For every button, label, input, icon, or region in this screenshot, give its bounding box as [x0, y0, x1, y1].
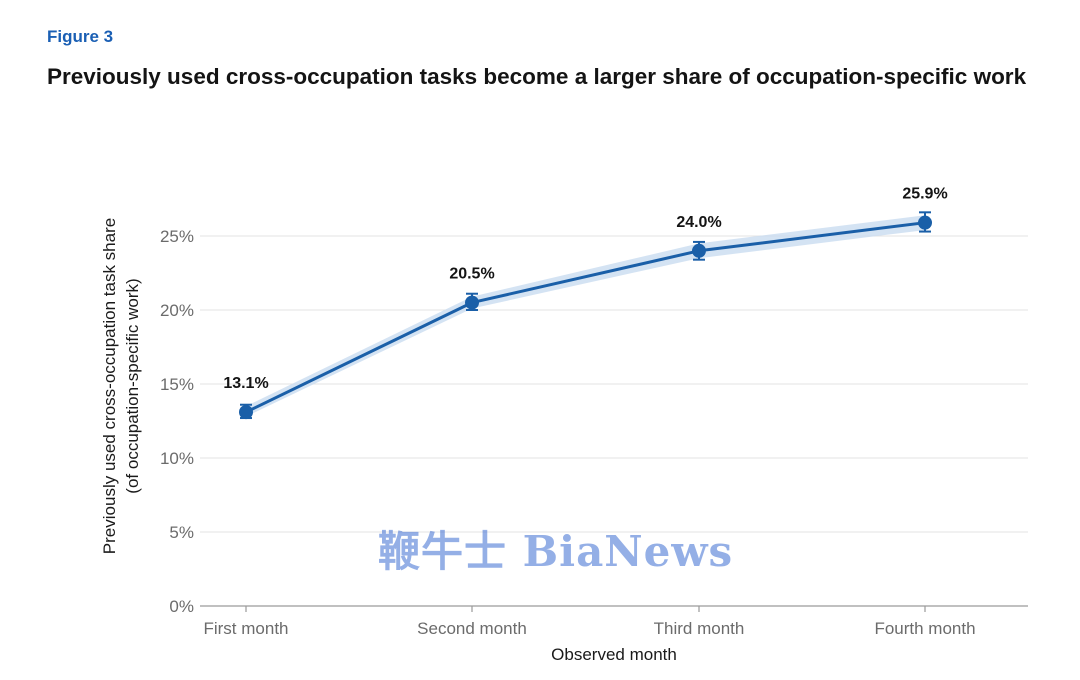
x-tick-label: Fourth month [874, 619, 975, 638]
data-points [239, 215, 932, 420]
x-axis-title: Observed month [551, 645, 677, 664]
y-tick-label: 20% [160, 301, 194, 320]
data-label: 25.9% [902, 186, 947, 203]
data-point [918, 215, 932, 230]
x-tick-label: Third month [654, 619, 745, 638]
confidence-band [246, 215, 925, 417]
figure-label: Figure 3 [47, 27, 114, 46]
grid-lines [200, 235, 1028, 533]
y-axis-title-line1: Previously used cross-occupation task sh… [100, 218, 119, 554]
error-bars [240, 211, 931, 420]
series-line [245, 221, 926, 414]
x-axis-ticks: First month Second month Third month Fourth… [203, 606, 976, 638]
confidence-band-area [246, 215, 925, 417]
x-tick-label: Second month [417, 619, 527, 638]
y-tick-label: 0% [169, 597, 194, 616]
data-label: 20.5% [449, 266, 494, 283]
y-axis-ticks: 0% 5% 10% 15% 20% 25% [160, 227, 194, 616]
data-point [692, 243, 706, 258]
y-axis-title-line2: (of occupation-specific work) [123, 278, 142, 493]
watermark: 鞭牛士 BiaNews [378, 527, 734, 576]
y-tick-label: 15% [160, 375, 194, 394]
series-line-path [245, 221, 926, 414]
x-tick-label: First month [203, 619, 288, 638]
data-label: 13.1% [223, 375, 268, 392]
y-tick-label: 5% [169, 523, 194, 542]
data-label: 24.0% [676, 214, 721, 231]
chart-title: Previously used cross-occupation tasks b… [47, 64, 1027, 89]
y-tick-label: 10% [160, 449, 194, 468]
data-labels: 13.1% 20.5% 24.0% 25.9% [223, 186, 947, 392]
y-tick-label: 25% [160, 227, 194, 246]
data-point [465, 295, 479, 310]
data-point [239, 405, 253, 420]
